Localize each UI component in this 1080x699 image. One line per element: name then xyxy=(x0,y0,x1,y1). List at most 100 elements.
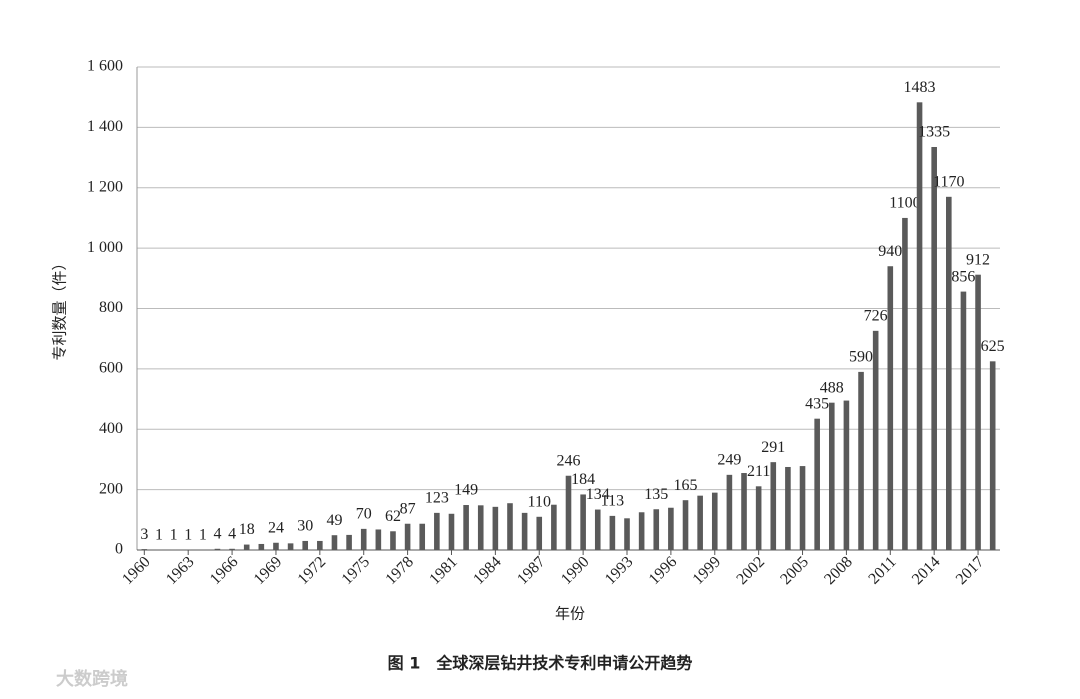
y-tick-label: 200 xyxy=(99,480,123,497)
data-label: 1 xyxy=(184,526,192,543)
bar xyxy=(843,400,850,550)
data-label: 1170 xyxy=(933,173,964,190)
data-label: 1 xyxy=(155,526,163,543)
x-axis-label: 年份 xyxy=(555,605,585,623)
y-tick-label: 1 400 xyxy=(87,118,123,135)
bar xyxy=(711,492,718,550)
bar xyxy=(507,503,513,550)
bar xyxy=(887,266,894,550)
bar xyxy=(946,196,952,550)
bar xyxy=(521,512,528,550)
data-label: 940 xyxy=(878,243,902,260)
bar xyxy=(346,534,352,550)
data-label: 3 xyxy=(140,526,148,543)
x-tick-label: 1990 xyxy=(558,553,593,588)
bar xyxy=(229,548,235,550)
data-label: 856 xyxy=(951,268,975,285)
data-label: 1 xyxy=(170,526,178,543)
x-tick-label: 1966 xyxy=(207,553,242,588)
bar xyxy=(214,548,221,550)
y-tick-label: 1 200 xyxy=(87,178,123,195)
y-axis-label: 专利数量（件） xyxy=(51,255,69,360)
x-tick-label: 1999 xyxy=(690,553,725,588)
bar xyxy=(141,549,148,550)
x-tick-label: 2005 xyxy=(777,553,812,588)
bar xyxy=(243,544,250,550)
data-label: 184 xyxy=(571,471,595,488)
x-tick-label: 1975 xyxy=(338,553,373,588)
bar xyxy=(258,543,265,550)
data-label: 49 xyxy=(326,512,342,529)
data-label: 123 xyxy=(425,490,449,507)
caption: 图 1 全球深层钻井技术专利申请公开趋势 xyxy=(388,654,693,673)
data-label: 1483 xyxy=(904,79,936,96)
data-label: 18 xyxy=(239,521,255,538)
bar xyxy=(551,504,557,550)
bar xyxy=(653,509,660,550)
x-tick-label: 1984 xyxy=(470,553,505,588)
x-tick-label: 1981 xyxy=(426,553,461,588)
bar xyxy=(375,529,382,550)
data-label: 4 xyxy=(213,525,221,542)
x-tick-label: 2008 xyxy=(821,553,856,588)
bar xyxy=(624,518,630,550)
bar xyxy=(448,513,455,550)
x-tick-label: 1993 xyxy=(602,553,637,588)
data-label: 726 xyxy=(864,308,888,325)
bar xyxy=(902,217,908,550)
bar xyxy=(360,528,367,550)
bar xyxy=(741,473,747,550)
x-tick-label: 1972 xyxy=(295,553,330,588)
x-tick-label: 1996 xyxy=(646,553,681,588)
data-label: 912 xyxy=(966,251,990,268)
bar xyxy=(609,515,616,550)
bar xyxy=(989,361,996,550)
x-tick-label: 2017 xyxy=(953,553,988,588)
y-tick-label: 400 xyxy=(99,420,123,437)
bar xyxy=(814,418,820,550)
bar xyxy=(638,512,645,550)
data-label: 30 xyxy=(297,518,313,535)
data-label: 488 xyxy=(820,379,844,396)
bar xyxy=(697,495,703,550)
data-label: 291 xyxy=(761,439,785,456)
bar xyxy=(536,516,543,550)
bar xyxy=(302,540,309,550)
bar xyxy=(785,466,791,550)
bar xyxy=(463,505,469,550)
data-label: 246 xyxy=(557,452,581,469)
data-label: 435 xyxy=(805,395,829,412)
data-label: 4 xyxy=(228,525,236,542)
bar xyxy=(682,500,689,550)
bar xyxy=(668,507,674,550)
bar xyxy=(755,486,762,550)
bar xyxy=(331,535,338,550)
bar xyxy=(317,540,323,550)
data-label: 1100 xyxy=(889,195,920,212)
data-label: 149 xyxy=(454,482,478,499)
bar xyxy=(770,462,777,550)
bar xyxy=(975,274,981,550)
bar xyxy=(287,543,294,550)
bar xyxy=(726,474,733,550)
data-label: 1335 xyxy=(918,124,950,141)
bar xyxy=(273,542,279,550)
bar xyxy=(492,506,499,550)
data-label: 24 xyxy=(268,519,284,536)
y-tick-label: 600 xyxy=(99,360,123,377)
data-label: 110 xyxy=(528,493,551,510)
watermark: 大数跨境 xyxy=(56,668,128,690)
bar xyxy=(390,531,396,550)
data-label: 134 xyxy=(586,486,610,503)
data-label: 625 xyxy=(981,338,1005,355)
data-label: 165 xyxy=(674,477,698,494)
bar xyxy=(828,402,835,550)
bar xyxy=(404,523,411,550)
bar xyxy=(916,102,923,551)
x-tick-label: 1987 xyxy=(514,553,549,588)
data-label: 1 xyxy=(199,526,207,543)
data-label: 211 xyxy=(747,463,770,480)
bar xyxy=(872,330,879,550)
data-label: 62 xyxy=(385,508,401,525)
x-tick-label: 2014 xyxy=(909,553,944,588)
